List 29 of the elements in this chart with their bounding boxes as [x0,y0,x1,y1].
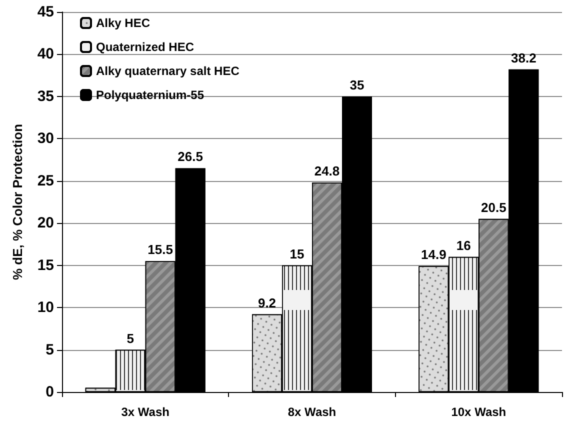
y-tick-label: 10 [37,299,54,316]
data-label: 9.2 [258,295,276,310]
legend-label: Alky quaternary salt HEC [96,64,240,78]
y-tick-label: 25 [37,172,54,190]
legend-label: Quaternized HEC [96,40,194,54]
y-tick-label: 45 [37,4,54,20]
legend-label: Polyquaternium-55 [96,88,204,102]
y-tick-label: 40 [37,46,54,63]
data-label: 14.9 [421,247,446,262]
data-label: 38.2 [511,50,536,66]
x-tick-label: 8x Wash [288,405,336,419]
data-label: 20.5 [481,200,506,215]
y-tick-label: 0 [46,384,54,400]
data-label: 16 [456,238,471,253]
legend-label: Alky HEC [96,16,150,30]
x-tick-label: 10x Wash [451,405,506,419]
data-label: 26.5 [178,149,203,164]
y-tick-label: 5 [46,341,54,358]
y-tick-label: 35 [37,88,54,105]
y-axis-title: % dE, % Color Protection [10,124,25,280]
y-tick-label: 15 [37,256,54,274]
data-label: 15 [290,246,304,262]
y-tick-label: 30 [37,130,54,148]
data-label: 24.8 [314,164,340,179]
data-label: 15.5 [148,242,173,258]
y-tick-label: 20 [37,214,54,232]
data-label: 35 [350,77,364,92]
x-tick-label: 3x Wash [121,405,170,419]
data-label: 5 [126,330,134,346]
